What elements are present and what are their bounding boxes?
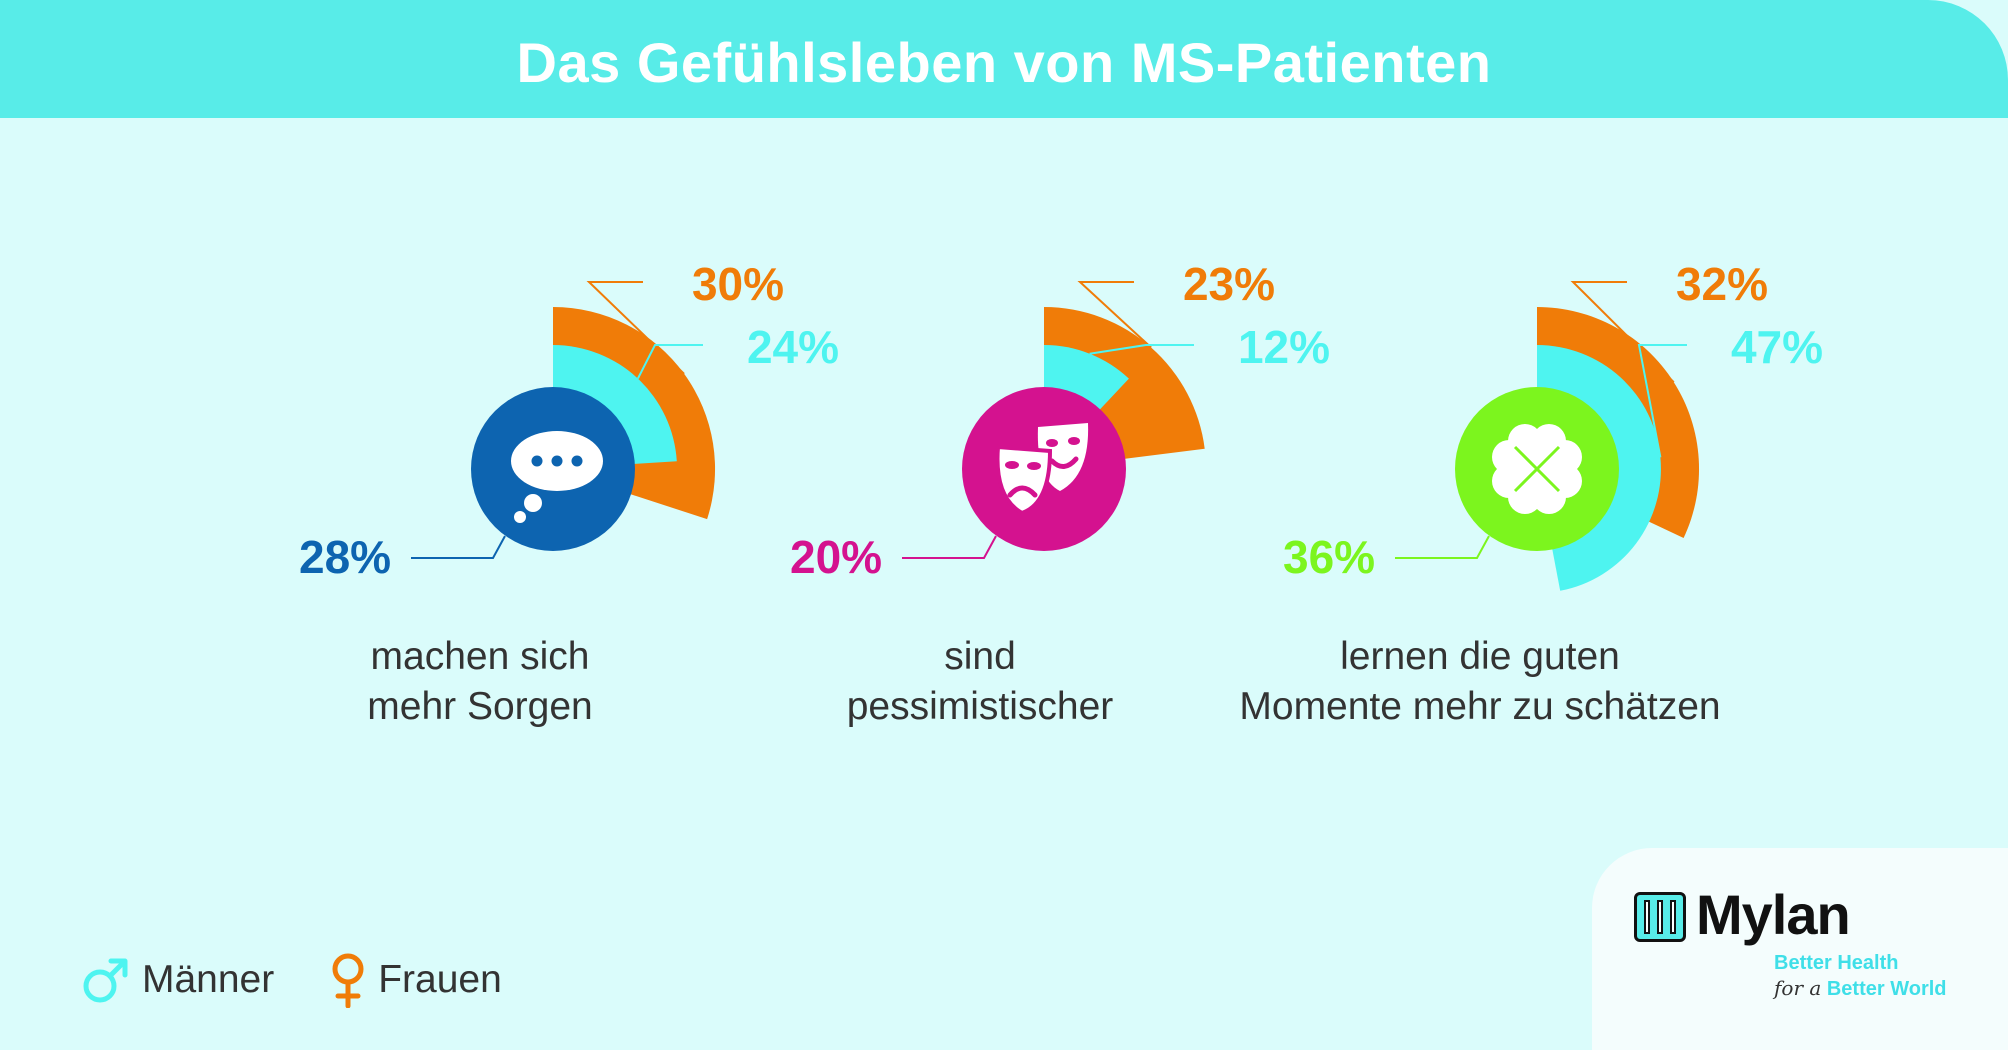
mylan-logo: Mylan Better Health for a Better World: [1592, 848, 2008, 1050]
legend-item-frauen: Frauen: [330, 952, 502, 1008]
chart-2-maenner-leader: [1089, 344, 1194, 355]
caption-3-line-2: Momente mehr zu schätzen: [1239, 685, 1721, 728]
chart-1-maenner-label: 24%: [747, 321, 839, 373]
logo-name: Mylan: [1696, 883, 1851, 946]
theater-masks-icon: [995, 423, 1089, 516]
chart-2-frauen-leader: [1077, 281, 1152, 349]
logo-tagline-2: for a Better World: [1774, 976, 1947, 1001]
caption-3-line-1: lernen die guten: [1340, 635, 1620, 678]
page-title: Das Gefühlsleben von MS-Patienten: [516, 31, 1492, 94]
chart-2-frauen-label: 23%: [1183, 258, 1275, 310]
chart-3: 32% 47% 36%: [1283, 258, 1823, 591]
caption-1: machen sich mehr Sorgen: [200, 632, 760, 732]
chart-1-frauen-label: 30%: [692, 258, 784, 310]
thought-bubble-icon: [511, 431, 603, 523]
legend-label-frauen: Frauen: [378, 958, 502, 1001]
chart-1-frauen-leader: [586, 281, 685, 375]
chart-1-overall-leader: [411, 535, 506, 559]
caption-2: sind pessimistischer: [700, 632, 1260, 732]
chart-1-maenner-leader: [637, 344, 703, 380]
chart-3-overall-label: 36%: [1283, 531, 1375, 583]
female-symbol-icon: [332, 953, 364, 1008]
mylan-logo-mark-icon: [1634, 892, 1686, 942]
male-symbol-icon: [83, 958, 128, 1003]
logo-tagline-1: Better Health: [1774, 952, 1899, 974]
caption-2-line-2: pessimistischer: [846, 685, 1114, 728]
chart-2: 23% 12% 20%: [790, 258, 1330, 583]
chart-3-frauen-label: 32%: [1676, 258, 1768, 310]
logo-tagline-prefix: for a: [1774, 976, 1822, 1000]
legend: Männer Frauen: [82, 952, 502, 1008]
chart-3-maenner-label: 47%: [1731, 321, 1823, 373]
chart-1: 30% 24% 28%: [299, 258, 839, 583]
chart-1-overall-label: 28%: [299, 531, 391, 583]
legend-item-maenner: Männer: [82, 955, 274, 1005]
chart-2-maenner-label: 12%: [1238, 321, 1330, 373]
chart-2-overall-leader: [902, 535, 997, 559]
header-bar: Das Gefühlsleben von MS-Patienten: [0, 0, 2008, 118]
chart-3-overall-leader: [1395, 535, 1490, 559]
caption-2-line-1: sind: [944, 635, 1016, 678]
chart-2-overall-label: 20%: [790, 531, 882, 583]
clover-icon: [1492, 424, 1582, 514]
caption-1-line-1: machen sich: [370, 635, 590, 678]
logo-tagline-2-text: Better World: [1826, 978, 1947, 1000]
chart-3-maenner-leader: [1637, 344, 1687, 458]
legend-label-maenner: Männer: [142, 958, 275, 1001]
caption-3: lernen die guten Momente mehr zu schätze…: [1200, 632, 1760, 732]
caption-1-line-2: mehr Sorgen: [367, 685, 593, 728]
